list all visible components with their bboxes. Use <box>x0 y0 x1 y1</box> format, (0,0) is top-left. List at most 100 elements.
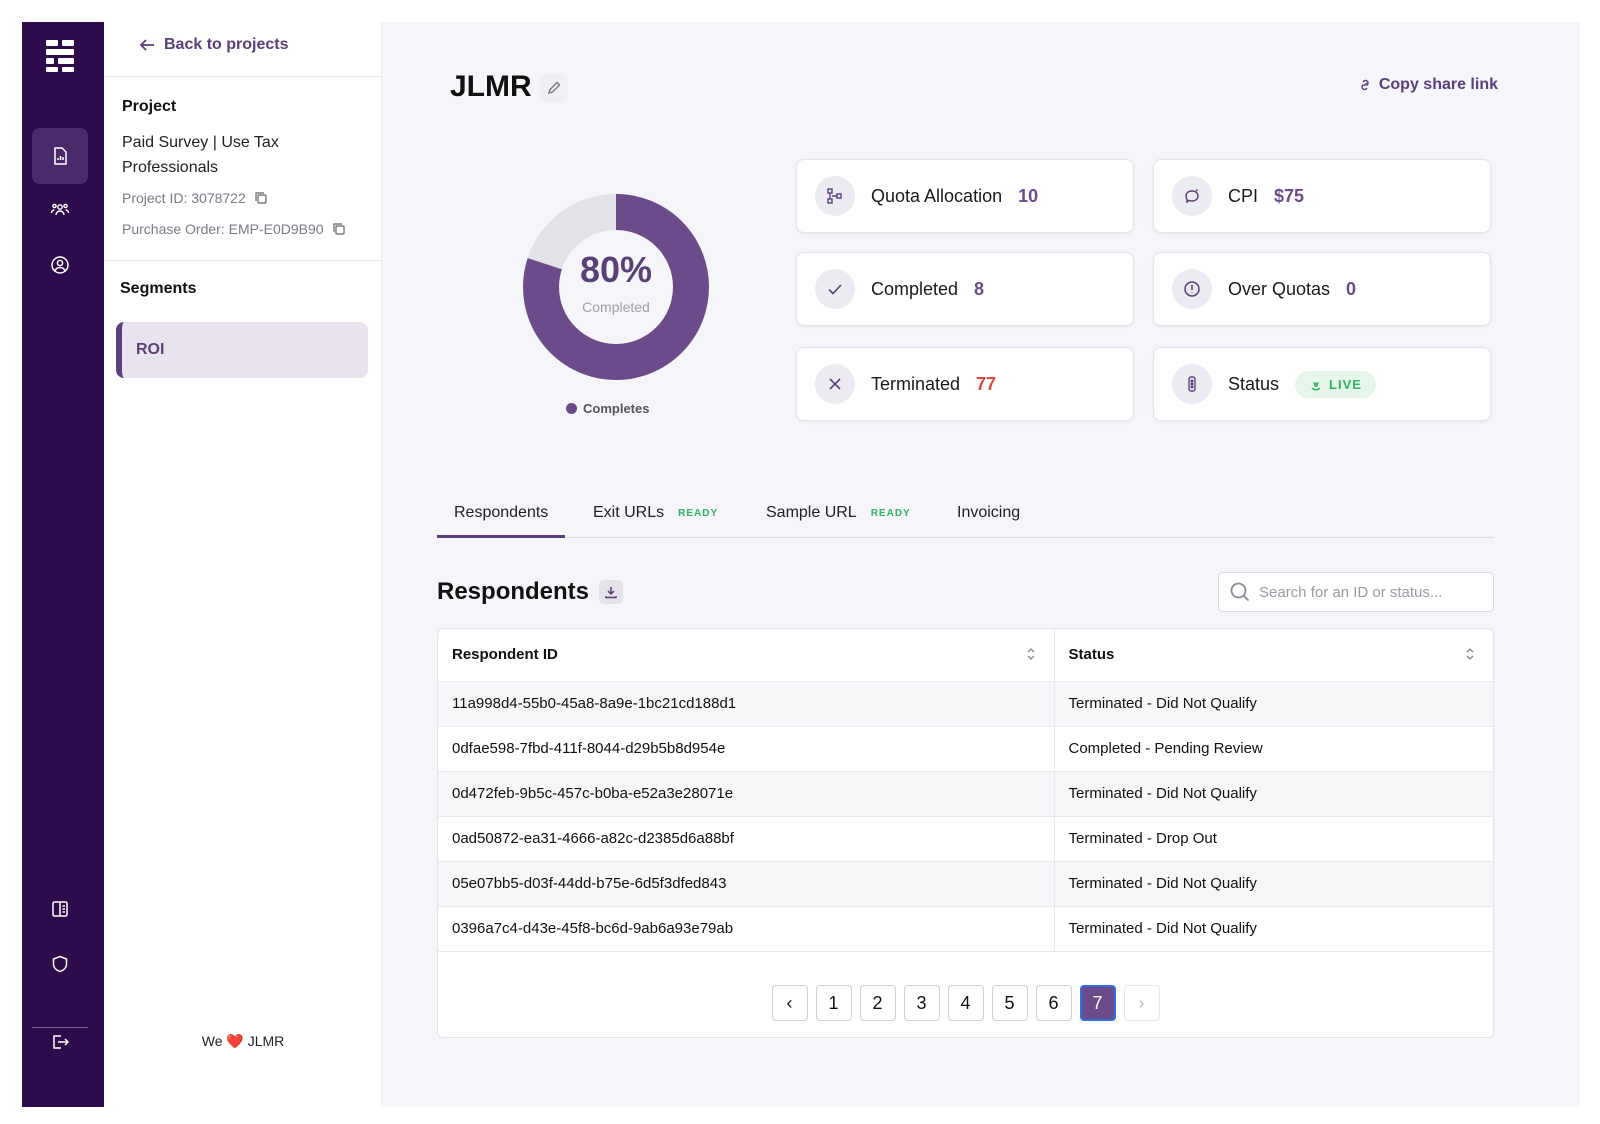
stat-value: 10 <box>1018 185 1039 206</box>
donut-fill <box>523 194 709 380</box>
project-heading: Project <box>122 98 177 115</box>
main-content: JLMR Copy share link 80% Completed Compl… <box>382 22 1580 1107</box>
respondent-id-cell: 0396a7c4-d43e-45f8-bc6d-9ab6a93e79ab <box>438 906 1055 952</box>
stat-value: 0 <box>1346 278 1357 299</box>
divider <box>104 260 382 261</box>
traffic-light-icon <box>1172 364 1212 404</box>
status-value: LIVE <box>1329 376 1362 392</box>
rail-projects-button[interactable] <box>32 128 88 184</box>
project-id: Project ID: 3078722 <box>122 190 246 206</box>
tab-invoicing[interactable]: Invoicing <box>957 504 1020 522</box>
page-title: JLMR <box>450 70 532 103</box>
copy-purchase-order-icon[interactable] <box>332 222 346 236</box>
respondent-id-cell: 0ad50872-ea31-4666-a82c-d2385d6a88bf <box>438 816 1055 862</box>
table-row[interactable]: 0d472feb-9b5c-457c-b0ba-e52a3e28071e Term… <box>438 771 1493 817</box>
document-list-icon <box>52 901 68 917</box>
active-tab-underline <box>437 535 565 538</box>
table-header-row: Respondent ID Status <box>438 629 1493 682</box>
footer-we: We <box>201 1033 223 1049</box>
legend-dot <box>566 403 577 414</box>
footer-brand: JLMR <box>247 1033 285 1049</box>
page-button-5[interactable]: 5 <box>991 985 1028 1021</box>
arrow-left-icon <box>139 39 154 51</box>
report-file-icon <box>54 147 67 165</box>
link-icon <box>1361 79 1369 91</box>
search-icon <box>1230 582 1250 602</box>
search-input[interactable] <box>1259 583 1479 601</box>
segment-item-roi[interactable]: ROI <box>116 322 368 378</box>
sort-icon[interactable] <box>1465 646 1475 662</box>
team-icon <box>50 203 70 216</box>
stat-label: Over Quotas <box>1228 278 1331 299</box>
respondent-id-cell: 0dfae598-7fbd-411f-8044-d29b5b8d954e <box>438 726 1055 772</box>
donut-legend: Completes <box>566 401 649 416</box>
app-window: Back to projects Project Paid Survey | U… <box>22 22 1580 1107</box>
respondent-id-cell: 11a998d4-55b0-45a8-8a9e-1bc21cd188d1 <box>438 681 1055 727</box>
respondents-table: Respondent ID Status 11a998d4-55b0-45a8-… <box>438 629 1493 952</box>
heart-icon: ❤️ <box>226 1033 244 1049</box>
shield-icon <box>52 955 68 973</box>
broadcast-icon <box>1311 381 1321 391</box>
donut-chart <box>523 194 709 380</box>
table-row[interactable]: 05e07bb5-d03f-44dd-b75e-6d5f3dfed843 Term… <box>438 861 1493 907</box>
stat-card-status: Status LIVE <box>1153 347 1491 421</box>
tab-label: Exit URLs <box>593 504 665 521</box>
tab-exit-urls[interactable]: Exit URLs READY <box>593 504 718 522</box>
stat-card-quota: Quota Allocation 10 <box>796 159 1134 233</box>
page-button-7[interactable]: 7 <box>1079 985 1116 1021</box>
table-row[interactable]: 0ad50872-ea31-4666-a82c-d2385d6a88bf Term… <box>438 816 1493 862</box>
rail-logout-button[interactable] <box>32 1014 88 1070</box>
back-to-projects-link[interactable]: Back to projects <box>138 36 288 54</box>
page-button-3[interactable]: 3 <box>903 985 940 1021</box>
tab-respondents[interactable]: Respondents <box>454 504 548 522</box>
footer-love: We ❤️ JLMR <box>104 1033 382 1050</box>
rail-security-button[interactable] <box>32 936 88 992</box>
page-button-6[interactable]: 6 <box>1035 985 1072 1021</box>
page-button-2[interactable]: 2 <box>859 985 896 1021</box>
stat-label: Completed <box>871 278 959 299</box>
copy-project-id-icon[interactable] <box>254 191 268 205</box>
tab-sample-url[interactable]: Sample URL READY <box>766 504 911 522</box>
alert-circle-icon <box>1172 269 1212 309</box>
respondents-table-card: Respondent ID Status 11a998d4-55b0-45a8-… <box>437 628 1494 1038</box>
tab-label: Sample URL <box>766 504 857 521</box>
table-row[interactable]: 11a998d4-55b0-45a8-8a9e-1bc21cd188d1 Term… <box>438 681 1493 727</box>
ready-badge: READY <box>678 507 719 519</box>
rail-team-button[interactable] <box>32 182 88 238</box>
column-header-status[interactable]: Status <box>1054 629 1493 682</box>
project-side-panel: Back to projects Project Paid Survey | U… <box>104 22 382 1107</box>
completion-donut: 80% Completed <box>506 177 726 397</box>
pencil-icon <box>547 81 561 95</box>
column-header-respondent-id[interactable]: Respondent ID <box>438 629 1055 682</box>
page-button-4[interactable]: 4 <box>947 985 984 1021</box>
project-name: Paid Survey | Use Tax Professionals <box>122 134 279 176</box>
status-cell: Terminated - Did Not Qualify <box>1054 861 1493 907</box>
page-button-1[interactable]: 1 <box>815 985 852 1021</box>
user-circle-icon <box>51 256 69 274</box>
brand-logo-icon[interactable] <box>46 40 74 72</box>
status-badge: LIVE <box>1295 370 1376 398</box>
respondent-id-cell: 0d472feb-9b5c-457c-b0ba-e52a3e28071e <box>438 771 1055 817</box>
segments-heading: Segments <box>120 280 197 297</box>
sort-icon[interactable] <box>1026 646 1036 662</box>
copy-share-link-button[interactable]: Copy share link <box>1357 76 1498 94</box>
tab-label: Invoicing <box>957 504 1021 521</box>
download-icon <box>605 587 617 599</box>
stat-card-terminated: Terminated 77 <box>796 347 1134 421</box>
icon-rail <box>22 22 104 1107</box>
rail-docs-button[interactable] <box>32 881 88 937</box>
close-icon <box>815 364 855 404</box>
prev-page-button[interactable]: ‹ <box>771 985 808 1021</box>
stat-value: 77 <box>976 373 997 394</box>
stat-value: 8 <box>974 278 985 299</box>
rail-account-button[interactable] <box>32 237 88 293</box>
table-row[interactable]: 0396a7c4-d43e-45f8-bc6d-9ab6a93e79ab Term… <box>438 906 1493 952</box>
edit-title-button[interactable] <box>540 74 568 102</box>
stat-card-over-quotas: Over Quotas 0 <box>1153 252 1491 326</box>
next-page-button[interactable]: › <box>1123 985 1160 1021</box>
table-row[interactable]: 0dfae598-7fbd-411f-8044-d29b5b8d954e Comp… <box>438 726 1493 772</box>
stat-card-cpi: CPI $75 <box>1153 159 1491 233</box>
stat-value: $75 <box>1274 185 1305 206</box>
download-button[interactable] <box>599 580 623 604</box>
respondent-id-cell: 05e07bb5-d03f-44dd-b75e-6d5f3dfed843 <box>438 861 1055 907</box>
